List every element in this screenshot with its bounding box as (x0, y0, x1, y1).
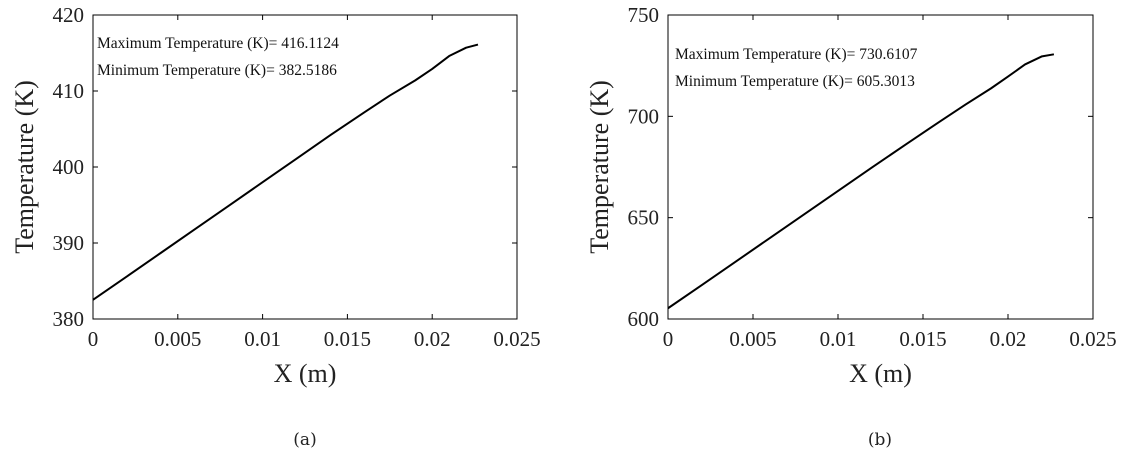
x-tick-label: 0.015 (899, 327, 946, 351)
chart-a: 0 0.005 0.01 0.015 0.02 0.025 380 390 400 410 420 X… (10, 3, 541, 450)
y-tick-label: 650 (628, 206, 660, 230)
x-tick-label: 0.005 (729, 327, 776, 351)
y-tick-label: 410 (53, 79, 85, 103)
y-tick-label: 750 (628, 3, 660, 27)
y-tick-label: 400 (53, 155, 85, 179)
chart-b: 0 0.005 0.01 0.015 0.02 0.025 600 650 700 750 X (m… (585, 3, 1117, 450)
y-tick-label: 600 (628, 307, 660, 331)
x-tick-label: 0 (88, 327, 99, 351)
x-tick-label: 0.02 (414, 327, 451, 351)
y-axis-label: Temperature (K) (10, 80, 39, 254)
subfigure-caption: (b) (868, 430, 892, 450)
max-temperature-annotation: Maximum Temperature (K)= 416.1124 (97, 35, 339, 52)
y-tick-label: 380 (53, 307, 85, 331)
min-temperature-annotation: Minimum Temperature (K)= 605.3013 (675, 73, 915, 90)
temperature-line (92, 43, 479, 301)
x-tick-label: 0.015 (324, 327, 371, 351)
y-tick-label: 420 (53, 3, 85, 27)
x-tick-label: 0.025 (1069, 327, 1116, 351)
x-axis-label: X (m) (274, 359, 337, 388)
y-axis-label: Temperature (K) (585, 80, 614, 254)
y-tick-label: 390 (53, 231, 85, 255)
x-tick-label: 0.005 (154, 327, 201, 351)
max-temperature-annotation: Maximum Temperature (K)= 730.6107 (675, 46, 918, 63)
subfigure-caption: (a) (293, 430, 316, 450)
x-axis-label: X (m) (849, 359, 912, 388)
temperature-line (667, 53, 1055, 310)
x-tick-label: 0 (663, 327, 674, 351)
y-tick-label: 700 (628, 104, 660, 128)
x-tick-label: 0.025 (493, 327, 540, 351)
x-tick-label: 0.02 (990, 327, 1027, 351)
plot-frame (92, 14, 518, 320)
x-tick-label: 0.01 (244, 327, 281, 351)
min-temperature-annotation: Minimum Temperature (K)= 382.5186 (97, 62, 337, 79)
x-tick-label: 0.01 (820, 327, 857, 351)
plot-frame (667, 14, 1094, 320)
